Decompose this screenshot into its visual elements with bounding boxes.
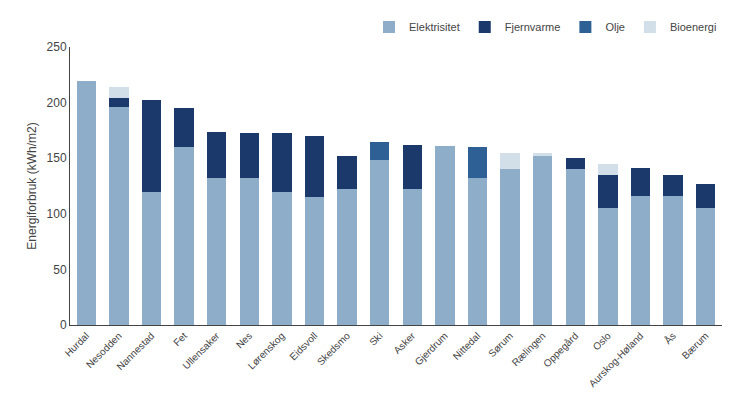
svg-text:Ullensaker: Ullensaker xyxy=(180,330,222,372)
svg-text:Ski: Ski xyxy=(367,330,385,348)
svg-text:Fet: Fet xyxy=(171,330,189,348)
svg-text:Olje: Olje xyxy=(605,21,625,33)
svg-text:Energiforbruk (kWh/m2): Energiforbruk (kWh/m2) xyxy=(25,122,39,249)
svg-text:Asker: Asker xyxy=(391,330,417,356)
svg-text:Sørum: Sørum xyxy=(486,330,515,359)
svg-text:150: 150 xyxy=(47,151,67,165)
svg-text:Fjernvarme: Fjernvarme xyxy=(505,21,561,33)
svg-text:Gjerdrum: Gjerdrum xyxy=(413,330,450,367)
svg-text:100: 100 xyxy=(47,207,67,221)
svg-text:Bærum: Bærum xyxy=(680,330,711,361)
svg-text:Nesodden: Nesodden xyxy=(84,330,124,370)
svg-text:Nes: Nes xyxy=(234,330,254,350)
svg-text:200: 200 xyxy=(47,96,67,110)
svg-text:Bioenergi: Bioenergi xyxy=(670,21,716,33)
svg-text:Oppegård: Oppegård xyxy=(541,330,580,369)
svg-text:250: 250 xyxy=(47,40,67,54)
svg-text:Aurskog-Høland: Aurskog-Høland xyxy=(587,330,646,389)
svg-text:Nittedal: Nittedal xyxy=(451,330,483,362)
svg-text:Hurdal: Hurdal xyxy=(63,330,92,359)
svg-text:50: 50 xyxy=(53,263,67,277)
svg-text:0: 0 xyxy=(60,318,67,332)
svg-text:Elektrisitet: Elektrisitet xyxy=(409,21,460,33)
svg-text:Skedsmo: Skedsmo xyxy=(315,330,353,368)
svg-text:Rælingen: Rælingen xyxy=(510,330,548,368)
svg-text:Oslo: Oslo xyxy=(591,330,614,353)
svg-text:Eidsvoll: Eidsvoll xyxy=(287,330,319,362)
svg-text:Nannestad: Nannestad xyxy=(114,330,156,372)
svg-text:Ås: Ås xyxy=(661,329,678,346)
svg-text:Lørenskog: Lørenskog xyxy=(246,330,287,371)
